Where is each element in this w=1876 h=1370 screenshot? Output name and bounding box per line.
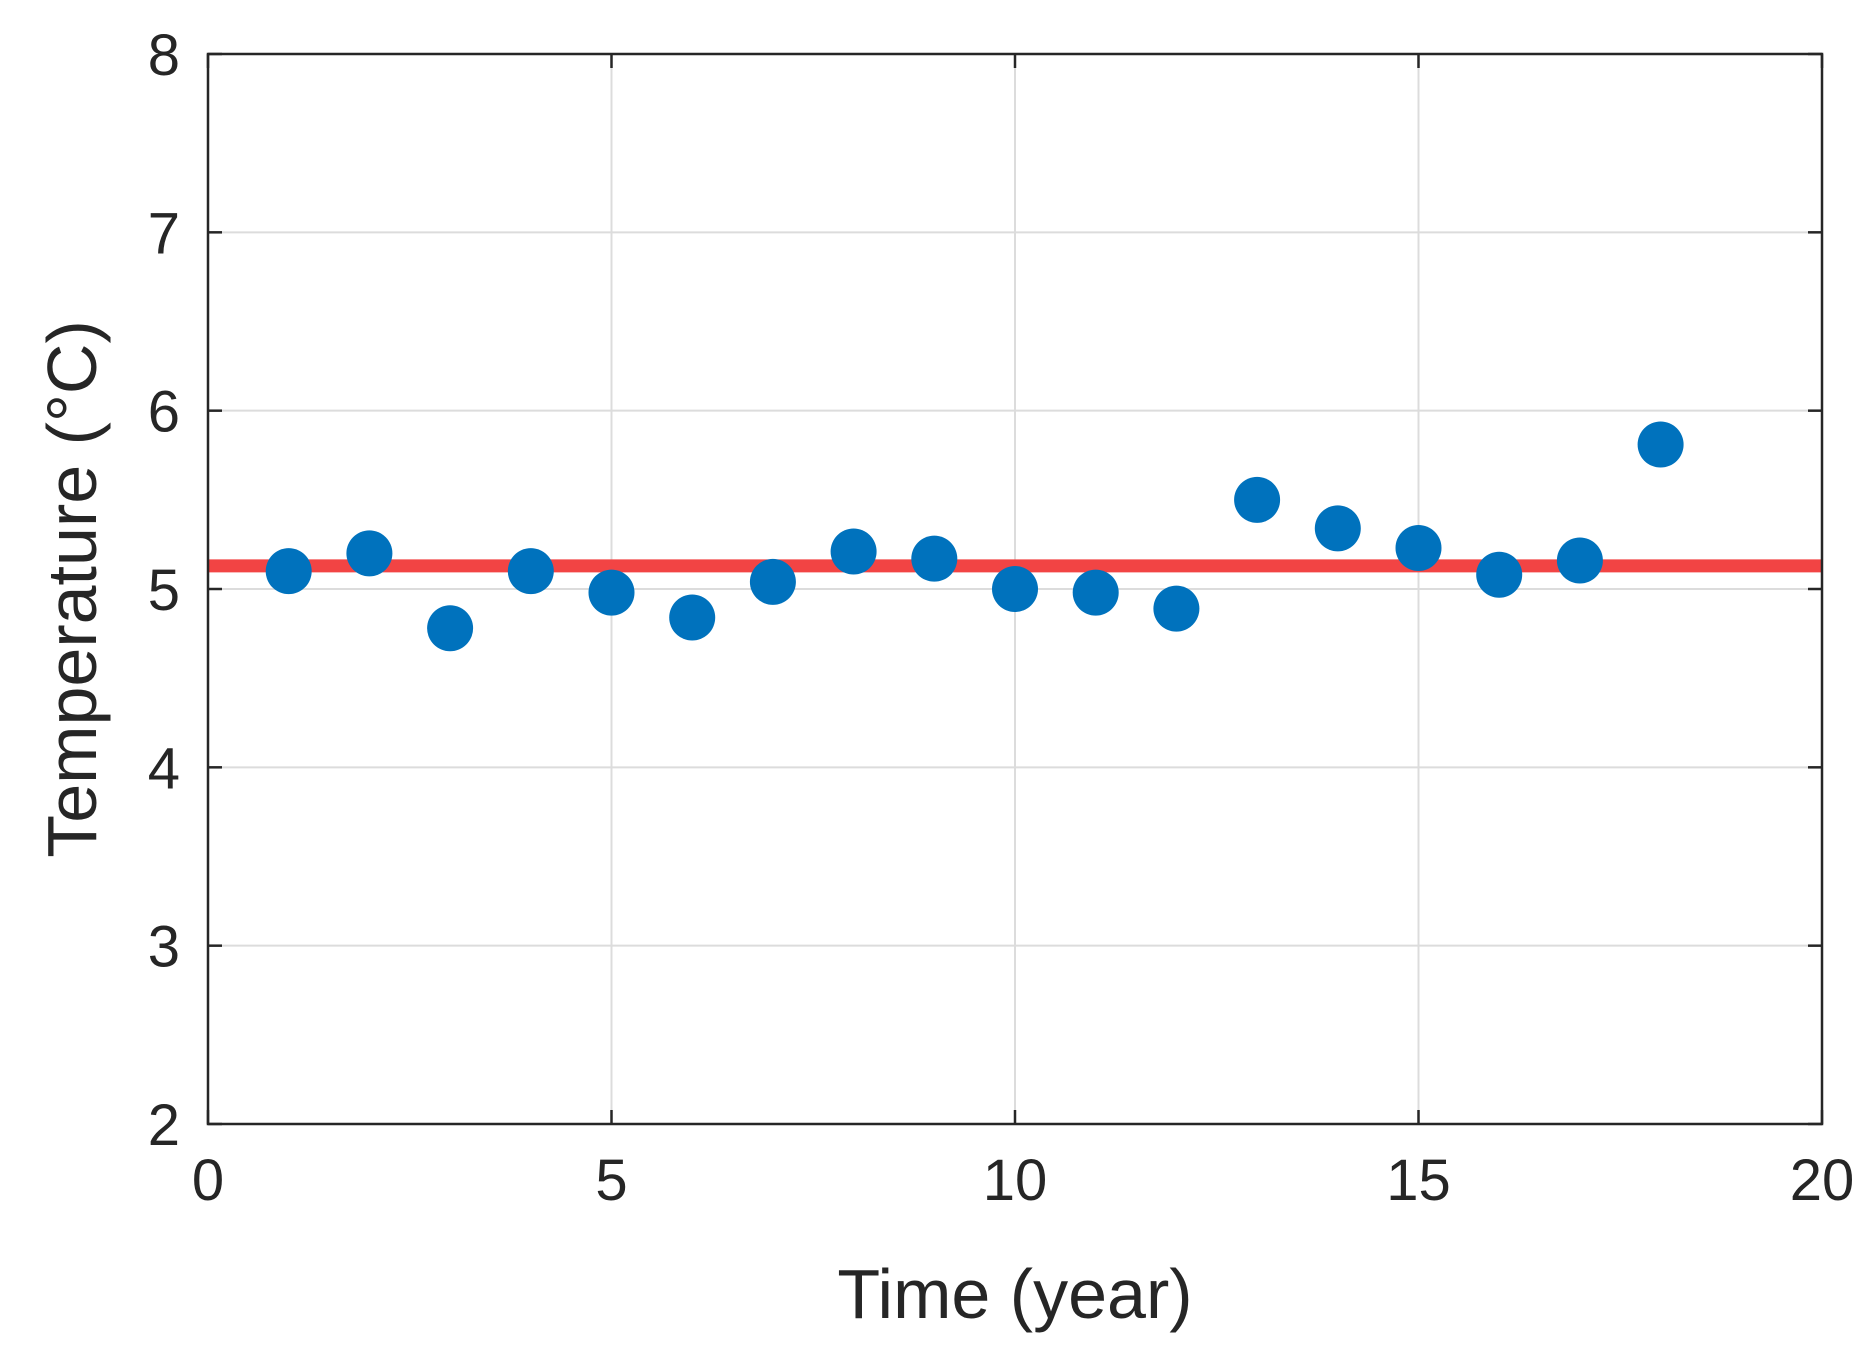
y-tick-label: 7 [148,201,180,266]
data-point [1476,551,1523,598]
data-point [1637,421,1684,468]
data-point [911,535,958,582]
data-points [265,421,1684,652]
data-point [1395,524,1442,571]
axes-frame [206,52,1824,1126]
y-axis-label: Temperature (°C) [33,320,111,858]
data-point [588,569,635,616]
data-point [830,528,877,575]
data-point [749,558,796,605]
data-point [1153,585,1200,632]
data-point [1556,537,1603,584]
tick-labels: 0 5 10 15 20 2 3 4 5 6 7 8 [148,23,1855,1213]
y-tick-label: 5 [148,558,180,623]
data-point [427,605,474,652]
data-point [346,530,393,577]
y-tick-label: 8 [148,23,180,88]
x-tick-label: 5 [595,1148,627,1213]
data-point [1072,569,1119,616]
data-point [507,548,554,595]
data-point [265,548,312,595]
x-tick-label: 10 [983,1148,1048,1213]
y-tick-label: 3 [148,915,180,980]
y-tick-label: 6 [148,380,180,445]
x-axis-label: Time (year) [837,1255,1192,1333]
x-tick-label: 20 [1790,1148,1855,1213]
y-tick-label: 2 [148,1093,180,1158]
x-tick-label: 0 [192,1148,224,1213]
data-point [1314,505,1361,552]
data-point [1234,476,1281,523]
x-tick-label: 15 [1386,1148,1451,1213]
data-point [669,594,716,641]
data-point [992,566,1038,612]
y-tick-label: 4 [148,736,180,801]
